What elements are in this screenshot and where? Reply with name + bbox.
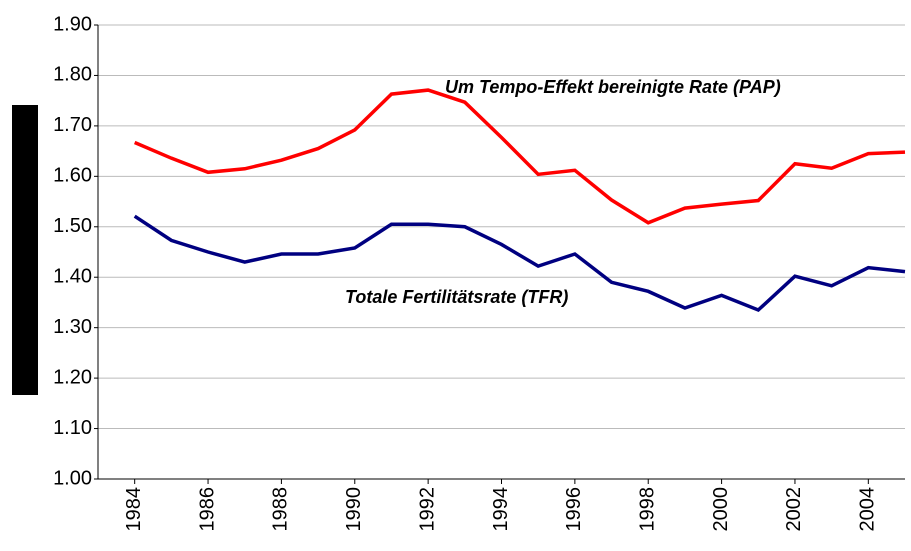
x-tick-label: 1992 [416, 487, 438, 532]
x-tick-label: 1998 [637, 487, 659, 532]
redacted-axis-label [12, 105, 38, 395]
x-tick-label: 1986 [196, 487, 218, 532]
x-tick-label: 1984 [123, 487, 145, 532]
y-tick-label: 1.90 [53, 13, 92, 35]
y-tick-label: 1.40 [53, 266, 92, 288]
y-tick-label: 1.10 [53, 417, 92, 439]
y-tick-label: 1.30 [53, 316, 92, 338]
series-label: Totale Fertilitätsrate (TFR) [345, 287, 568, 307]
y-tick-label: 1.60 [53, 165, 92, 187]
y-tick-label: 1.00 [53, 467, 92, 489]
y-tick-label: 1.20 [53, 366, 92, 388]
x-tick-label: 2000 [710, 487, 732, 532]
x-tick-label: 1988 [270, 487, 292, 532]
y-tick-label: 1.50 [53, 215, 92, 237]
x-tick-label: 1990 [343, 487, 365, 532]
x-tick-label: 1994 [490, 487, 512, 532]
x-tick-label: 2004 [857, 487, 879, 532]
series-line [133, 214, 906, 313]
y-tick-label: 1.70 [53, 114, 92, 136]
series-line [133, 88, 906, 225]
y-tick-label: 1.80 [53, 64, 92, 86]
series-label: Um Tempo-Effekt bereinigte Rate (PAP) [445, 77, 781, 97]
x-tick-label: 2002 [783, 487, 805, 532]
x-tick-label: 1996 [563, 487, 585, 532]
